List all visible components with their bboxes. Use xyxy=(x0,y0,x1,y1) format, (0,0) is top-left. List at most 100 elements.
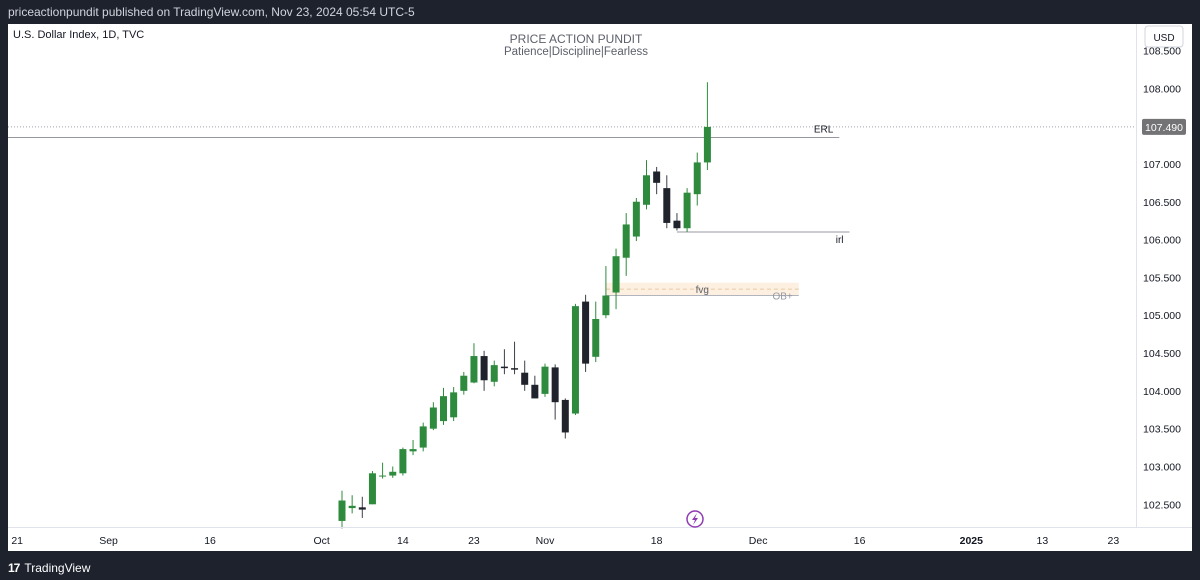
time-tick-label: 18 xyxy=(651,535,663,547)
candle-body xyxy=(429,407,437,429)
candle-body xyxy=(703,126,711,163)
candle[interactable] xyxy=(683,188,691,233)
price-tick-label: 106.000 xyxy=(1143,235,1181,247)
candle-body xyxy=(551,367,559,403)
candle-body xyxy=(541,366,549,394)
candle[interactable] xyxy=(511,341,519,375)
candle[interactable] xyxy=(480,350,488,391)
candle[interactable] xyxy=(592,301,600,363)
candle[interactable] xyxy=(379,462,387,479)
last-price-marker xyxy=(1142,118,1186,135)
candle-body xyxy=(460,375,468,391)
candle[interactable] xyxy=(582,294,590,372)
candle-body xyxy=(480,356,488,381)
candle-body xyxy=(389,471,397,476)
tradingview-footer: 17 TradingView xyxy=(0,556,1200,580)
candle[interactable] xyxy=(622,213,630,276)
candle-body xyxy=(663,188,671,223)
candle-body xyxy=(693,162,701,195)
candle[interactable] xyxy=(673,213,681,231)
chart-title: PRICE ACTION PUNDIT xyxy=(510,32,643,46)
time-tick-label: Nov xyxy=(536,535,555,547)
candle-body xyxy=(379,475,387,477)
candle-body xyxy=(531,384,539,399)
candle[interactable] xyxy=(632,197,640,242)
candlestick-chart[interactable]: ERL irl fvg OB+ 108.500 108.000 107.000 106.50… xyxy=(8,24,1192,551)
price-tick-label: 102.500 xyxy=(1143,499,1181,511)
candle[interactable] xyxy=(551,364,559,420)
tradingview-logo-icon: 17 xyxy=(8,561,20,575)
time-tick-label: 21 xyxy=(11,535,23,547)
candle[interactable] xyxy=(602,266,610,319)
footer-brand: TradingView xyxy=(24,561,91,575)
candle-body xyxy=(399,449,407,474)
time-tick-label: Dec xyxy=(749,535,768,547)
candle-body xyxy=(409,449,417,452)
time-tick-label: 23 xyxy=(1108,535,1120,547)
candle[interactable] xyxy=(460,371,468,395)
fvg-zone[interactable] xyxy=(605,282,799,296)
candle[interactable] xyxy=(440,387,447,425)
candle-body xyxy=(622,224,630,258)
candle-body xyxy=(612,256,620,293)
candle[interactable] xyxy=(693,152,701,206)
candle[interactable] xyxy=(663,175,671,229)
candle-body xyxy=(683,192,691,229)
candle[interactable] xyxy=(348,495,356,514)
candle[interactable] xyxy=(419,422,427,452)
price-tick-label: 107.000 xyxy=(1143,159,1181,171)
symbol-label: U.S. Dollar Index, 1D, TVC xyxy=(13,29,144,41)
candle-body xyxy=(348,505,356,509)
level-label-obplus: OB+ xyxy=(772,292,792,303)
currency-label: USD xyxy=(1153,33,1174,44)
currency-button[interactable]: USD xyxy=(1144,25,1184,48)
candle[interactable] xyxy=(500,349,508,375)
price-tick-label: 104.000 xyxy=(1143,386,1181,398)
candle-body xyxy=(358,507,366,510)
candle[interactable] xyxy=(389,466,397,478)
candle-body xyxy=(653,171,661,183)
candle-body xyxy=(500,366,508,369)
level-label-irl: irl xyxy=(836,235,844,246)
candle-body xyxy=(632,201,640,237)
candle-body xyxy=(450,392,458,418)
candle-body xyxy=(490,365,498,382)
candle[interactable] xyxy=(541,363,549,397)
price-tick-label: 106.500 xyxy=(1143,197,1181,209)
publisher-text: priceactionpundit published on TradingVi… xyxy=(8,5,415,19)
candle-body xyxy=(592,318,600,357)
candle-body xyxy=(571,306,579,414)
chart-subtitle: Patience|Discipline|Fearless xyxy=(504,46,648,58)
candle[interactable] xyxy=(409,440,417,456)
candle[interactable] xyxy=(643,160,650,210)
price-tick-label: 105.500 xyxy=(1143,272,1181,284)
candle[interactable] xyxy=(429,402,437,431)
candle[interactable] xyxy=(358,496,366,518)
candle[interactable] xyxy=(368,471,376,505)
candle[interactable] xyxy=(470,343,478,384)
chart-background xyxy=(8,24,1192,551)
chart-frame[interactable]: ERL irl fvg OB+ 108.500 108.000 107.000 106.50… xyxy=(8,24,1192,551)
price-tick-label: 103.000 xyxy=(1143,461,1181,473)
candle[interactable] xyxy=(571,303,579,416)
candle[interactable] xyxy=(703,82,711,170)
candle[interactable] xyxy=(561,398,569,439)
candle[interactable] xyxy=(338,490,346,529)
candle-body xyxy=(521,372,529,385)
candle[interactable] xyxy=(612,248,620,310)
candle[interactable] xyxy=(521,360,529,391)
candle[interactable] xyxy=(531,375,539,399)
candle-body xyxy=(470,356,478,383)
candle[interactable] xyxy=(490,360,498,387)
publisher-bar: priceactionpundit published on TradingVi… xyxy=(0,0,1200,24)
candle[interactable] xyxy=(653,166,661,195)
candle-body xyxy=(582,301,590,364)
level-label-erl: ERL xyxy=(814,124,834,135)
lightning-icon[interactable] xyxy=(686,510,704,528)
candle[interactable] xyxy=(450,387,458,422)
time-tick-label: 16 xyxy=(204,535,216,547)
time-tick-label: Oct xyxy=(314,535,330,547)
time-tick-label: 13 xyxy=(1037,535,1049,547)
candle-body xyxy=(673,220,681,229)
candle[interactable] xyxy=(399,447,407,476)
